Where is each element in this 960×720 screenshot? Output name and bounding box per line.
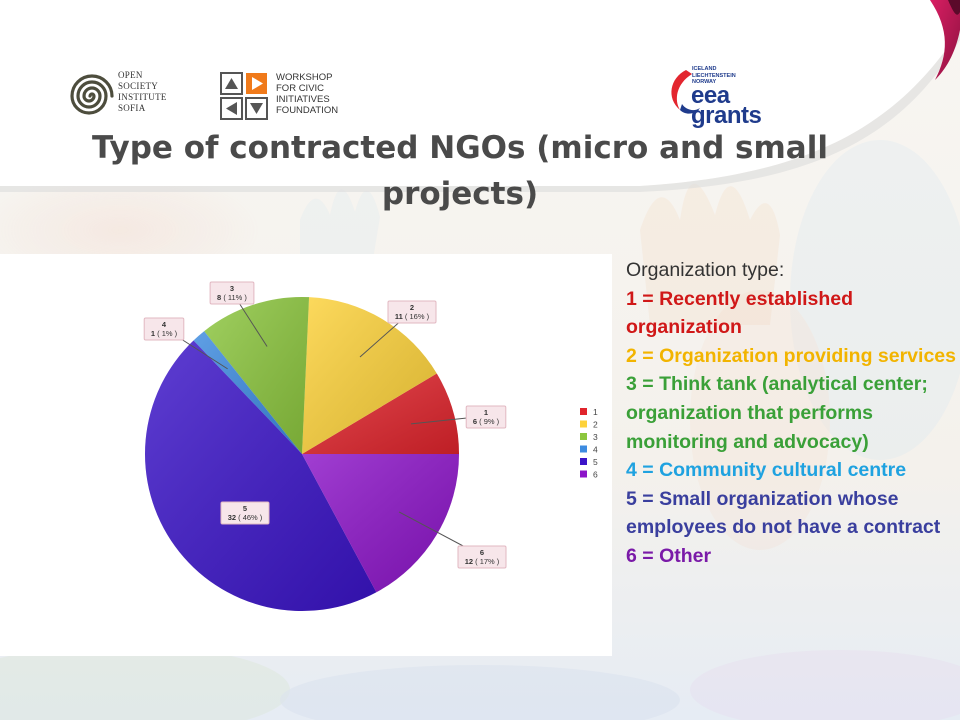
- legend-item-4: 4 = Community cultural centre: [626, 459, 907, 482]
- data-label-box: [209, 281, 255, 305]
- data-label-5: 532 ( 46% ): [220, 501, 270, 525]
- osi-logo-line: OPEN: [118, 70, 143, 80]
- legend-swatch-2: [580, 420, 587, 428]
- data-label-box: [387, 300, 437, 324]
- legend-heading: Organization type:: [626, 259, 785, 281]
- eea-word: eea: [691, 82, 730, 109]
- data-label-value: 32 ( 46% ): [228, 513, 263, 522]
- slide-title: Type of contracted NGOs (micro and small…: [60, 125, 860, 217]
- data-label-value: 6 ( 9% ): [473, 417, 500, 426]
- legend-label-5: 5: [593, 457, 598, 467]
- eea-grants-logo: ICELAND LIECHTENSTEIN NORWAY eea grants: [664, 64, 774, 134]
- eea-country: LIECHTENSTEIN: [692, 72, 736, 79]
- eea-country: NORWAY: [692, 79, 717, 85]
- legend-item-2: 2 = Organization providing services: [626, 344, 956, 367]
- data-label-box: [143, 317, 185, 341]
- legend-label-4: 4: [593, 445, 598, 455]
- pie-slice-shade: [302, 373, 459, 454]
- data-label-1: 16 ( 9% ): [465, 405, 507, 429]
- workshop-arrows-icon: [220, 72, 268, 120]
- eea-swoosh-icon: [671, 70, 700, 114]
- organization-type-legend: Organization type: 1 = Recently establis…: [626, 256, 956, 571]
- legend-swatch-3: [580, 433, 587, 440]
- data-label-2: 211 ( 16% ): [387, 300, 437, 324]
- data-label-box: [220, 501, 270, 525]
- workshop-logo-line: FOUNDATION: [276, 105, 339, 116]
- legend-swatch-1: [580, 408, 587, 415]
- pie-chart: 16 ( 9% )211 ( 16% )38 ( 11% )41 ( 1% )5…: [143, 281, 598, 611]
- pie-slice-shade: [302, 297, 437, 454]
- pie-slice-shade: [302, 454, 459, 593]
- header-banner: [0, 0, 960, 192]
- osi-spiral-icon: [70, 74, 114, 115]
- data-label-4: 41 ( 1% ): [143, 317, 185, 341]
- grants-word: grants: [691, 102, 762, 129]
- legend-swatch-5: [580, 458, 587, 465]
- eea-country: ICELAND: [692, 66, 717, 72]
- workshop-logo-line: INITIATIVES: [276, 94, 330, 105]
- pie-slice-shade: [193, 331, 302, 454]
- osi-logo-line: INSTITUTE: [118, 92, 167, 102]
- legend-swatch-6: [580, 470, 587, 478]
- data-label-category: 6: [480, 548, 484, 557]
- legend-swatch-4: [580, 445, 587, 453]
- legend-item-6: 6 = Other: [626, 544, 712, 567]
- slide-title-line-1: Type of contracted NGOs (micro and small: [92, 130, 828, 166]
- legend-item-1: 1 = Recently established organization: [626, 287, 854, 339]
- data-label-6: 612 ( 17% ): [457, 545, 507, 569]
- slide-title-line-2: projects): [381, 176, 539, 212]
- legend-label-1: 1: [593, 407, 598, 417]
- legend-item-3: 3 = Think tank (analytical center; organ…: [626, 373, 928, 453]
- osi-logo: OPEN SOCIETY INSTITUTE SOFIA: [68, 68, 178, 124]
- legend-label-6: 6: [593, 470, 598, 480]
- workshop-logo-line: FOR CIVIC: [276, 83, 325, 94]
- data-label-category: 1: [484, 408, 488, 417]
- data-label-category: 3: [230, 284, 234, 293]
- osi-logo-line: SOCIETY: [118, 81, 159, 91]
- data-label-category: 4: [162, 320, 167, 329]
- data-label-box: [465, 405, 507, 429]
- data-label-value: 8 ( 11% ): [217, 293, 247, 302]
- workshop-logo: WORKSHOP FOR CIVIC INITIATIVES FOUNDATIO…: [220, 72, 360, 122]
- data-label-3: 38 ( 11% ): [209, 281, 255, 305]
- data-label-box: [457, 545, 507, 569]
- data-label-value: 12 ( 17% ): [465, 557, 500, 566]
- data-label-category: 5: [243, 504, 247, 513]
- legend-label-3: 3: [593, 432, 598, 442]
- osi-logo-line: SOFIA: [118, 103, 146, 113]
- data-label-value: 11 ( 16% ): [395, 312, 430, 321]
- pie-slice-shade: [145, 340, 377, 611]
- legend-item-5: 5 = Small organization whose employees d…: [626, 487, 941, 539]
- workshop-logo-line: WORKSHOP: [276, 72, 333, 83]
- legend-label-2: 2: [593, 420, 598, 430]
- data-label-value: 1 ( 1% ): [151, 329, 178, 338]
- pie-slice-shade: [204, 297, 310, 454]
- data-label-category: 2: [410, 303, 414, 312]
